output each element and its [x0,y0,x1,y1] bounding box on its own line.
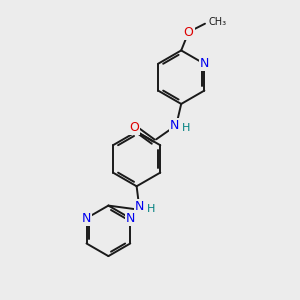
Text: N: N [200,57,209,70]
Text: H: H [182,123,190,133]
Text: N: N [126,212,135,225]
Text: CH₃: CH₃ [208,17,227,28]
Text: N: N [170,119,179,132]
Text: H: H [147,204,155,214]
Text: N: N [82,212,91,225]
Text: N: N [135,200,144,213]
Text: O: O [184,26,194,38]
Text: O: O [129,121,139,134]
